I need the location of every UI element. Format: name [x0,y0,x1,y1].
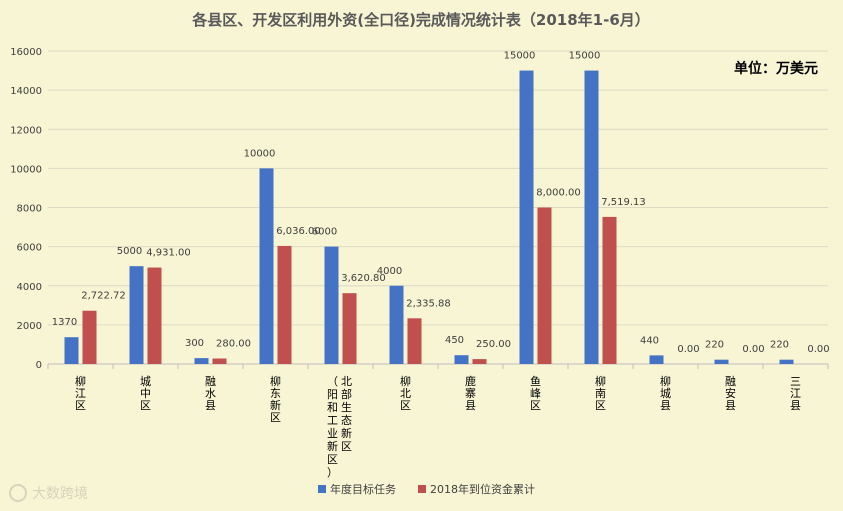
x-tick-label: 柳城县 [660,374,671,412]
bar-target [519,70,534,364]
y-tick-label: 4000 [17,282,42,293]
x-axis: 柳江区 城中区 融水县 柳东新区 北部生态新区（阳和工业新区） 柳北区 鹿寨县 鱼峰区 柳南区 柳… [47,364,829,479]
legend-label: 年度目标任务 [330,482,396,496]
y-tick-label: 14000 [10,86,42,97]
data-label: 6,036.00 [276,226,321,237]
data-label: 8,000.00 [536,188,581,199]
x-tick-label: 柳东新区 [270,374,281,424]
data-label: 2,335.88 [406,298,451,309]
data-label: 440 [640,335,659,346]
data-labels: 1370 5000 300 10000 6000 4000 450 15000 15000 440… [52,51,830,355]
bar-actual [537,207,552,364]
data-label: 6000 [312,227,337,238]
bar-target [584,70,599,364]
data-label: 220 [705,340,724,351]
bar-actual [82,310,97,364]
bar-actual [212,358,227,364]
data-label: 280.00 [216,339,251,350]
y-tick-label: 8000 [17,204,42,215]
data-label: 0.00 [807,344,829,355]
legend-swatch [318,485,326,493]
bar-target [129,266,144,364]
bar-target [194,358,209,364]
unit-label: 单位：万美元 [734,60,818,77]
bar-target [324,246,339,364]
bar-target [259,168,274,364]
data-label: 15000 [569,51,601,62]
bar-actual [472,359,487,364]
y-tick-label: 2000 [17,321,42,332]
data-label: 3,620.80 [341,273,386,284]
legend-swatch [418,485,426,493]
watermark-logo-icon [9,484,27,502]
x-tick-label: 鱼峰区 [530,374,541,412]
x-tick-label: 融水县 [205,375,216,412]
gridlines [48,50,828,365]
y-axis: 0 2000 4000 6000 8000 10000 12000 14000 16000 [10,47,42,371]
bar-actual [407,318,422,364]
data-label: 2,722.72 [81,291,126,302]
data-label: 10000 [244,148,276,159]
bar-target [714,359,729,364]
legend-label: 2018年到位资金累计 [430,482,535,496]
watermark-text: 大数跨境 [32,486,88,502]
x-tick-label: 城中区 [140,375,151,412]
bar-actual [277,245,292,364]
data-label: 15000 [504,51,536,62]
bar-actual [602,216,617,364]
data-label: 250.00 [476,339,511,350]
bar-target [64,337,79,364]
y-tick-label: 10000 [10,164,42,175]
x-tick-label: 北部生态新区 [341,375,352,453]
watermark: 大数跨境 [9,484,88,502]
bar-target [779,359,794,364]
data-label: 220 [770,340,789,351]
data-label: 1370 [52,317,77,328]
x-tick-label: 鹿寨县 [465,374,476,412]
data-label: 0.00 [742,344,764,355]
x-tick-label: 三江县 [790,375,801,412]
x-tick-label: （阳和工业新区） [327,375,338,479]
bar-actual [147,267,162,364]
bar-target [389,285,404,364]
chart-title: 各县区、开发区利用外资(全口径)完成情况统计表（2018年1-6月） [191,11,650,29]
data-label: 0.00 [677,344,699,355]
y-tick-label: 16000 [10,47,42,58]
x-tick-label: 融安县 [725,375,736,412]
data-label: 300 [185,338,204,349]
data-label: 4000 [377,266,402,277]
x-tick-label: 柳南区 [595,374,606,412]
bars [64,70,794,364]
data-label: 4,931.00 [146,248,191,259]
data-label: 7,519.13 [601,197,646,208]
y-tick-label: 0 [36,360,42,371]
data-label: 450 [445,335,464,346]
legend: 年度目标任务 2018年到位资金累计 [318,482,535,496]
bar-actual [342,293,357,364]
y-tick-label: 12000 [10,125,42,136]
x-tick-label: 柳北区 [400,374,411,412]
bar-target [454,355,469,364]
y-tick-label: 6000 [17,243,42,254]
data-label: 5000 [117,246,142,257]
bar-target [649,355,664,364]
x-tick-label: 柳江区 [75,374,86,412]
